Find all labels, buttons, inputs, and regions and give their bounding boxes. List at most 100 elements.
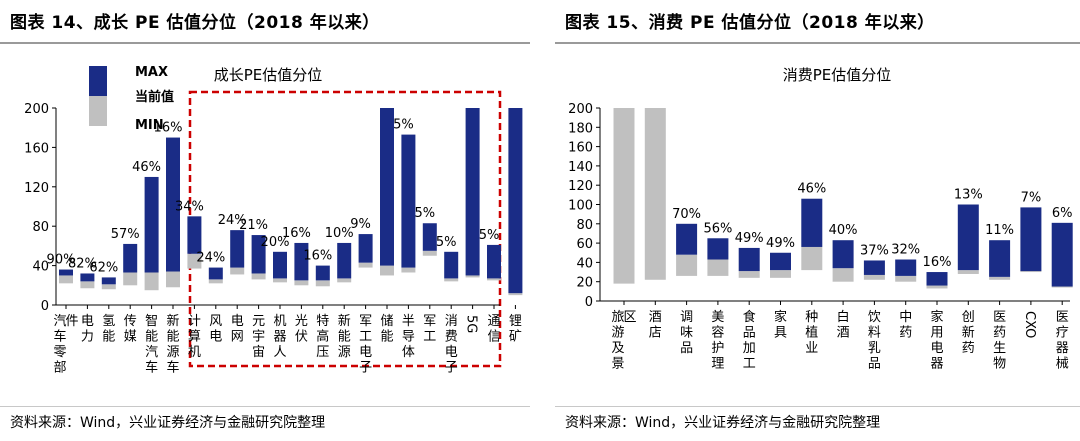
category-label: CXO (1022, 311, 1037, 338)
range-bar-lower (863, 274, 885, 280)
range-bar-upper (144, 176, 159, 273)
range-bar-upper (863, 260, 885, 275)
y-tick-label: 160 (24, 141, 49, 156)
category-label: 元宇宙 (252, 314, 265, 360)
category-label: 家具 (774, 309, 787, 341)
range-bar-lower (989, 276, 1011, 280)
range-bar-lower (832, 268, 854, 282)
category-label: 通信 (487, 314, 500, 345)
growth-chart-title: 成长PE估值分位 (214, 66, 323, 84)
percentile-label: 6% (1052, 206, 1073, 221)
percentile-label: 56% (703, 221, 732, 236)
category-label: 医疗器械 (1056, 310, 1069, 372)
y-tick-label: 200 (568, 102, 593, 117)
range-bar-lower (315, 280, 330, 287)
category-label: 光伏 (295, 314, 308, 345)
highlight-box (188, 90, 502, 368)
range-bar-lower (957, 270, 979, 274)
legend-min-swatch (89, 96, 107, 126)
category-label: 种植业 (805, 310, 818, 356)
category-label: 半导体 (402, 314, 415, 360)
percentile-label: 10% (325, 226, 354, 241)
percentile-label: 70% (672, 207, 701, 222)
range-bar-lower (613, 108, 635, 284)
range-bar-lower (80, 281, 95, 289)
range-bar-lower (738, 271, 760, 278)
range-bar-upper (422, 223, 437, 251)
range-bar-upper (380, 108, 394, 266)
category-label: 锂矿 (509, 314, 522, 345)
consumer-source: 资料来源：Wind，兴业证券经济与金融研究院整理 (565, 415, 881, 431)
growth-footer-rule (0, 406, 530, 407)
range-bar-lower (187, 253, 202, 269)
percentile-label: 46% (797, 182, 826, 197)
y-tick-label: 120 (568, 179, 593, 194)
consumer-panel: 图表 15、消费 PE 估值分位（2018 年以来） 消费PE估值分位 0 20 4… (555, 0, 1080, 441)
growth-pe-chart: 成长PE估值分位 MAX 当前值 MIN 0 40 80 120 160 200 90% 汽车… (24, 65, 523, 376)
range-bar-upper (337, 242, 352, 279)
range-bar-upper (895, 259, 917, 276)
y-tick-label: 180 (568, 121, 593, 136)
category-label: 医药生物 (993, 310, 1006, 372)
range-bar-upper (166, 137, 180, 272)
range-bar-lower (1020, 271, 1042, 273)
range-bar-lower (144, 272, 159, 291)
percentile-label: 7% (1021, 190, 1042, 205)
range-bar-upper (80, 273, 95, 282)
growth-title-rule (0, 42, 530, 44)
range-bar-upper (401, 134, 416, 268)
percentile-label: 16% (282, 226, 311, 241)
range-bar-lower (707, 259, 729, 276)
range-bar-lower (895, 275, 917, 282)
range-bar-upper (676, 223, 698, 255)
range-bar-upper (1051, 222, 1073, 287)
growth-panel: 图表 14、成长 PE 估值分位（2018 年以来） 成长PE估值分位 MAX … (0, 0, 530, 441)
range-bar-lower (422, 250, 437, 256)
percentile-label: 13% (954, 188, 983, 203)
range-bar-lower (273, 278, 287, 283)
range-bar-upper (251, 235, 266, 274)
legend-max-swatch (89, 66, 107, 96)
percentile-label: 20% (261, 235, 290, 250)
percentile-label: 11% (985, 223, 1014, 238)
percentile-label: 24% (196, 251, 225, 266)
range-bar-upper (59, 269, 73, 276)
range-bar-lower (1051, 286, 1073, 288)
range-bar-lower (444, 278, 459, 282)
category-label: 酒店 (649, 310, 662, 341)
growth-source: 资料来源：Wind，兴业证券经济与金融研究院整理 (10, 415, 326, 431)
category-label: 汽车零部件 (53, 314, 78, 376)
percentile-label: 49% (766, 236, 795, 251)
category-label: 调味品 (680, 310, 693, 356)
range-bar-lower (358, 262, 373, 268)
category-label: 中药 (899, 310, 912, 341)
category-label: 智能汽车 (145, 314, 158, 376)
percentile-label: 5% (414, 206, 435, 221)
y-tick-label: 80 (576, 218, 593, 233)
range-bar-lower (487, 278, 501, 281)
percentile-label: 82% (68, 256, 97, 271)
range-bar-upper (315, 265, 330, 281)
range-bar-lower (508, 293, 523, 296)
range-bar-upper (487, 244, 501, 279)
category-label: 电力 (81, 314, 94, 345)
percentile-label: 9% (350, 217, 371, 232)
percentile-label: 21% (239, 218, 268, 233)
category-label: 美容护理 (711, 310, 724, 372)
range-bar-upper (707, 238, 729, 260)
range-bar-lower (801, 246, 823, 271)
range-bar-upper (989, 240, 1011, 277)
category-label: 旅游及景区 (611, 310, 636, 372)
percentile-label: 32% (891, 243, 920, 258)
category-label: 机器人 (273, 314, 286, 360)
range-bar-lower (101, 284, 116, 290)
category-label: 5G (464, 315, 479, 333)
category-label: 储能 (380, 314, 393, 345)
category-label: 风电 (209, 314, 222, 345)
percentile-label: 5% (393, 118, 414, 133)
range-bar-upper (465, 108, 480, 276)
y-tick-label: 100 (568, 199, 593, 214)
legend-current-label: 当前值 (135, 89, 174, 105)
consumer-pe-chart: 消费PE估值分位 0 20 40 60 80 100 120 140 160 180 200 旅游及景… (568, 66, 1073, 372)
range-bar-lower (676, 254, 698, 276)
